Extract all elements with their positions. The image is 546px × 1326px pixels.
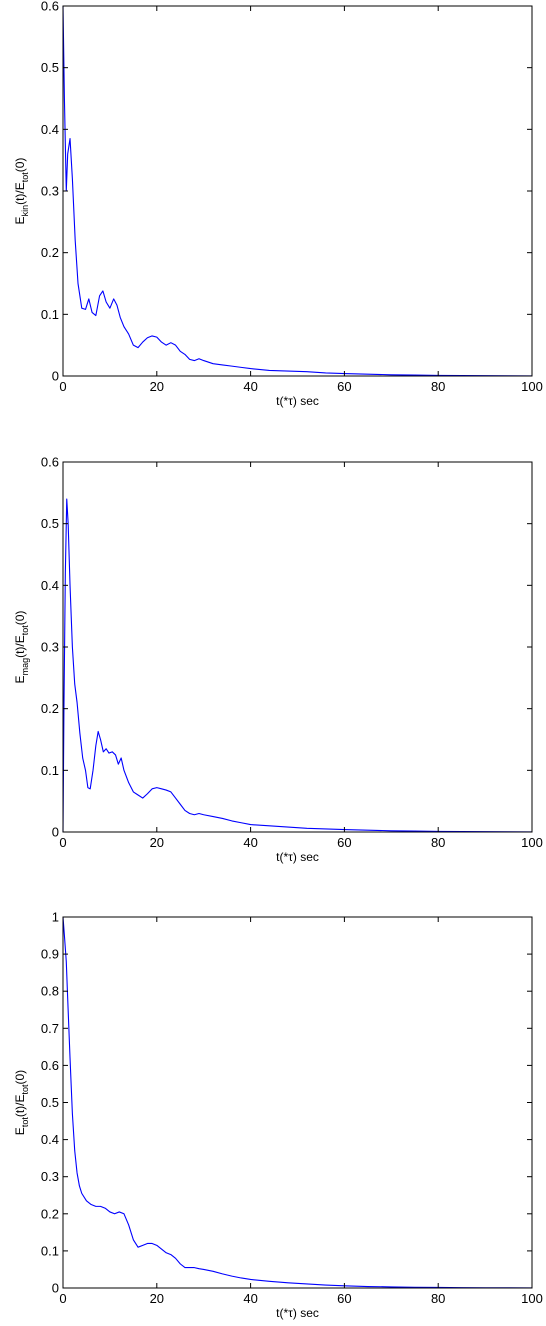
x-tick-label: 80 bbox=[431, 379, 445, 394]
y-tick-label: 0.5 bbox=[41, 516, 59, 531]
y-tick-label: 0 bbox=[52, 369, 59, 384]
x-tick-label: 40 bbox=[243, 835, 257, 850]
y-axis-label-subscript: kin bbox=[20, 205, 30, 217]
y-axis-label-part: (0) bbox=[13, 158, 27, 173]
x-axis-label: t(*τ) sec bbox=[276, 394, 319, 408]
x-tick-label: 20 bbox=[150, 379, 164, 394]
y-tick-label: 0.3 bbox=[41, 640, 59, 655]
y-tick-label: 0.7 bbox=[41, 1021, 59, 1036]
y-tick-label: 0.4 bbox=[41, 1132, 59, 1147]
y-axis-label-subscript: tot bbox=[20, 172, 30, 183]
x-tick-label: 60 bbox=[337, 1291, 351, 1306]
y-tick-label: 0.1 bbox=[41, 1243, 59, 1258]
y-axis-label-part: E bbox=[13, 675, 27, 683]
y-tick-label: 0.1 bbox=[41, 307, 59, 322]
y-tick-label: 0.5 bbox=[41, 60, 59, 75]
series-line bbox=[62, 916, 533, 1289]
x-tick-label: 40 bbox=[243, 1291, 257, 1306]
y-axis-label: Etot(t)/Etot(0) bbox=[13, 1070, 30, 1135]
x-axis-label: t(*τ) sec bbox=[276, 1306, 319, 1320]
y-axis-label-part: (0) bbox=[13, 1070, 27, 1085]
y-tick-label: 0.2 bbox=[41, 701, 59, 716]
y-axis-label-subscript: mag bbox=[20, 658, 30, 676]
y-tick-label: 0.6 bbox=[41, 0, 59, 14]
x-tick-label: 40 bbox=[243, 379, 257, 394]
y-axis-label-part: E bbox=[13, 216, 27, 224]
y-tick-label: 0.9 bbox=[41, 947, 59, 962]
y-tick-label: 0.4 bbox=[41, 122, 59, 137]
x-tick-label: 60 bbox=[337, 835, 351, 850]
y-tick-label: 0 bbox=[52, 1281, 59, 1296]
x-tick-label: 80 bbox=[431, 835, 445, 850]
y-tick-label: 1 bbox=[52, 910, 59, 925]
x-tick-label: 20 bbox=[150, 1291, 164, 1306]
chart-2: 0 20 40 60 80 100 0 0.1 0.2 0.3 0.4 0.5 0.6 t(*τ) sec… bbox=[13, 455, 543, 865]
y-axis-label-subscript: tot bbox=[20, 1084, 30, 1095]
y-tick-label: 0.8 bbox=[41, 984, 59, 999]
y-tick-label: 0 bbox=[52, 825, 59, 840]
y-tick-label: 0.6 bbox=[41, 1058, 59, 1073]
y-axis-label-subscript: tot bbox=[20, 625, 30, 636]
chart-1: 0 20 40 60 80 100 0 0.1 0.2 0.3 0.4 0.5 0.6 t(*τ) sec… bbox=[13, 0, 543, 408]
y-axis-label-part: (0) bbox=[13, 611, 27, 626]
y-tick-label: 0.2 bbox=[41, 245, 59, 260]
y-axis-label: Emag(t)/Etot(0) bbox=[13, 611, 30, 684]
y-axis-label-subscript: tot bbox=[20, 1117, 30, 1128]
y-tick-label: 0.3 bbox=[41, 1169, 59, 1184]
y-axis-label-part: E bbox=[13, 1127, 27, 1135]
y-axis-label-part: (t)/E bbox=[13, 635, 27, 658]
y-tick-label: 0.5 bbox=[41, 1095, 59, 1110]
y-axis-label-part: (t)/E bbox=[13, 1094, 27, 1117]
x-tick-label: 60 bbox=[337, 379, 351, 394]
x-tick-label: 0 bbox=[59, 379, 66, 394]
x-tick-label: 100 bbox=[521, 1291, 543, 1306]
chart-3: 0 20 40 60 80 100 0 0.1 0.2 0.3 0.4 0.5 0.6 0.7 0.8 0.9… bbox=[13, 910, 543, 1321]
x-tick-label: 100 bbox=[521, 379, 543, 394]
y-tick-label: 0.1 bbox=[41, 763, 59, 778]
x-tick-label: 80 bbox=[431, 1291, 445, 1306]
y-tick-label: 0.2 bbox=[41, 1206, 59, 1221]
x-axis-label: t(*τ) sec bbox=[276, 850, 319, 864]
y-axis-label-part: (t)/E bbox=[13, 182, 27, 205]
y-tick-label: 0.6 bbox=[41, 455, 59, 470]
y-tick-label: 0.4 bbox=[41, 578, 59, 593]
series-line bbox=[62, 498, 533, 833]
x-tick-label: 100 bbox=[521, 835, 543, 850]
x-tick-label: 0 bbox=[59, 835, 66, 850]
series-line bbox=[62, 5, 533, 377]
y-tick-label: 0.3 bbox=[41, 184, 59, 199]
x-tick-label: 20 bbox=[150, 835, 164, 850]
y-axis-label: Ekin(t)/Etot(0) bbox=[13, 158, 30, 225]
x-tick-label: 0 bbox=[59, 1291, 66, 1306]
